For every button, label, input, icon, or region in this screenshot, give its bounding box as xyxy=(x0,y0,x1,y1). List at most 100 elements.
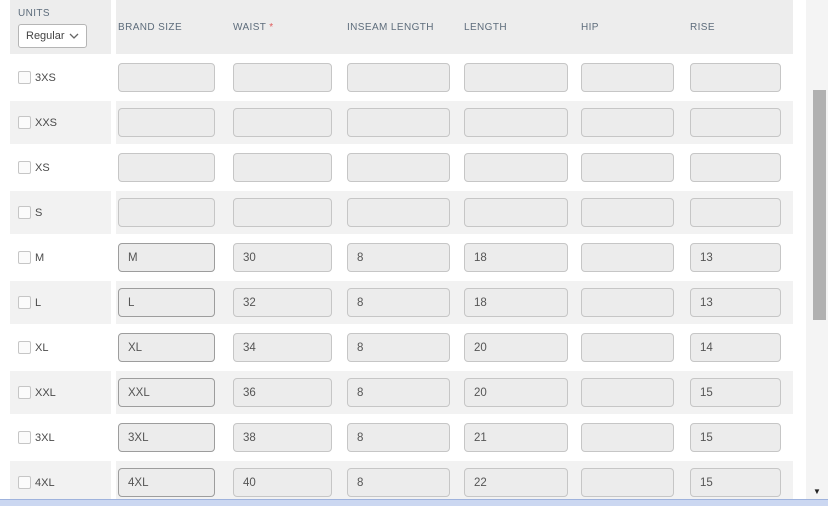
inseam-length-input-xxl[interactable] xyxy=(347,378,450,407)
brand-size-input-xl[interactable] xyxy=(118,333,215,362)
hip-input-4xl[interactable] xyxy=(581,468,674,497)
rise-input-xxl[interactable] xyxy=(690,378,781,407)
waist-input-3xs[interactable] xyxy=(233,63,332,92)
length-input-l[interactable] xyxy=(464,288,568,317)
row-checkbox-xs[interactable] xyxy=(18,161,31,174)
units-label: UNITS xyxy=(18,8,50,19)
hip-input-xxl[interactable] xyxy=(581,378,674,407)
hip-input-m[interactable] xyxy=(581,243,674,272)
rise-input-xl[interactable] xyxy=(690,333,781,362)
inseam-length-input-xs[interactable] xyxy=(347,153,450,182)
brand-size-input-m[interactable] xyxy=(118,243,215,272)
waist-input-4xl[interactable] xyxy=(233,468,332,497)
brand-size-cell xyxy=(118,198,233,227)
units-select[interactable]: Regular xyxy=(18,24,87,48)
length-cell xyxy=(464,288,581,317)
waist-input-xs[interactable] xyxy=(233,153,332,182)
waist-input-xxl[interactable] xyxy=(233,378,332,407)
row-size-label: XS xyxy=(35,161,50,174)
length-input-xxs[interactable] xyxy=(464,108,568,137)
rise-input-m[interactable] xyxy=(690,243,781,272)
inseam-length-input-xl[interactable] xyxy=(347,333,450,362)
brand-size-input-xxs[interactable] xyxy=(118,108,215,137)
rise-input-s[interactable] xyxy=(690,198,781,227)
length-input-xs[interactable] xyxy=(464,153,568,182)
inseam-length-input-m[interactable] xyxy=(347,243,450,272)
row-checkbox-xxl[interactable] xyxy=(18,386,31,399)
vertical-scrollbar[interactable]: ▼ xyxy=(806,0,828,506)
rise-input-l[interactable] xyxy=(690,288,781,317)
rise-input-3xl[interactable] xyxy=(690,423,781,452)
inseam-length-cell xyxy=(347,108,464,137)
length-input-3xs[interactable] xyxy=(464,63,568,92)
waist-cell xyxy=(233,63,347,92)
inseam-length-input-xxs[interactable] xyxy=(347,108,450,137)
length-input-xxl[interactable] xyxy=(464,378,568,407)
waist-input-xl[interactable] xyxy=(233,333,332,362)
row-checkbox-s[interactable] xyxy=(18,206,31,219)
brand-size-input-xs[interactable] xyxy=(118,153,215,182)
hip-input-3xl[interactable] xyxy=(581,423,674,452)
waist-cell xyxy=(233,108,347,137)
brand-size-cell xyxy=(118,153,233,182)
row-checkbox-l[interactable] xyxy=(18,296,31,309)
waist-cell xyxy=(233,198,347,227)
inseam-length-cell xyxy=(347,243,464,272)
brand-size-input-4xl[interactable] xyxy=(118,468,215,497)
row-checkbox-3xl[interactable] xyxy=(18,431,31,444)
hip-cell xyxy=(581,378,690,407)
length-input-m[interactable] xyxy=(464,243,568,272)
brand-size-input-l[interactable] xyxy=(118,288,215,317)
table-header-row: UNITS Regular BRAND SIZE WAIST * INSEAM LEN… xyxy=(10,0,793,54)
waist-input-s[interactable] xyxy=(233,198,332,227)
length-cell xyxy=(464,198,581,227)
column-header-label: RISE xyxy=(690,21,715,33)
length-cell xyxy=(464,153,581,182)
waist-input-3xl[interactable] xyxy=(233,423,332,452)
length-cell xyxy=(464,468,581,497)
rise-cell xyxy=(690,468,793,497)
row-checkbox-xxs[interactable] xyxy=(18,116,31,129)
rise-cell xyxy=(690,198,793,227)
row-size-label: 4XL xyxy=(35,476,55,489)
inseam-length-input-3xs[interactable] xyxy=(347,63,450,92)
hip-input-l[interactable] xyxy=(581,288,674,317)
row-checkbox-m[interactable] xyxy=(18,251,31,264)
rise-input-xs[interactable] xyxy=(690,153,781,182)
row-checkbox-3xs[interactable] xyxy=(18,71,31,84)
hip-input-xl[interactable] xyxy=(581,333,674,362)
rise-input-4xl[interactable] xyxy=(690,468,781,497)
table-row: L xyxy=(10,281,793,324)
waist-input-l[interactable] xyxy=(233,288,332,317)
length-input-3xl[interactable] xyxy=(464,423,568,452)
inseam-length-input-s[interactable] xyxy=(347,198,450,227)
brand-size-input-xxl[interactable] xyxy=(118,378,215,407)
rise-input-3xs[interactable] xyxy=(690,63,781,92)
brand-size-input-3xs[interactable] xyxy=(118,63,215,92)
hip-input-xs[interactable] xyxy=(581,153,674,182)
length-input-4xl[interactable] xyxy=(464,468,568,497)
inseam-length-cell xyxy=(347,423,464,452)
brand-size-input-3xl[interactable] xyxy=(118,423,215,452)
hip-input-xxs[interactable] xyxy=(581,108,674,137)
hip-input-s[interactable] xyxy=(581,198,674,227)
length-input-xl[interactable] xyxy=(464,333,568,362)
brand-size-cell xyxy=(118,333,233,362)
waist-input-xxs[interactable] xyxy=(233,108,332,137)
units-cell: UNITS Regular xyxy=(10,0,111,54)
length-input-s[interactable] xyxy=(464,198,568,227)
scroll-down-button[interactable]: ▼ xyxy=(806,488,828,496)
inseam-length-input-l[interactable] xyxy=(347,288,450,317)
brand-size-input-s[interactable] xyxy=(118,198,215,227)
size-cell: M xyxy=(10,236,111,279)
waist-input-m[interactable] xyxy=(233,243,332,272)
horizontal-scrollbar[interactable] xyxy=(0,499,828,506)
vertical-scrollbar-thumb[interactable] xyxy=(813,90,826,320)
rise-input-xxs[interactable] xyxy=(690,108,781,137)
hip-input-3xs[interactable] xyxy=(581,63,674,92)
inseam-length-input-3xl[interactable] xyxy=(347,423,450,452)
row-checkbox-xl[interactable] xyxy=(18,341,31,354)
rise-cell xyxy=(690,423,793,452)
row-checkbox-4xl[interactable] xyxy=(18,476,31,489)
inseam-length-input-4xl[interactable] xyxy=(347,468,450,497)
